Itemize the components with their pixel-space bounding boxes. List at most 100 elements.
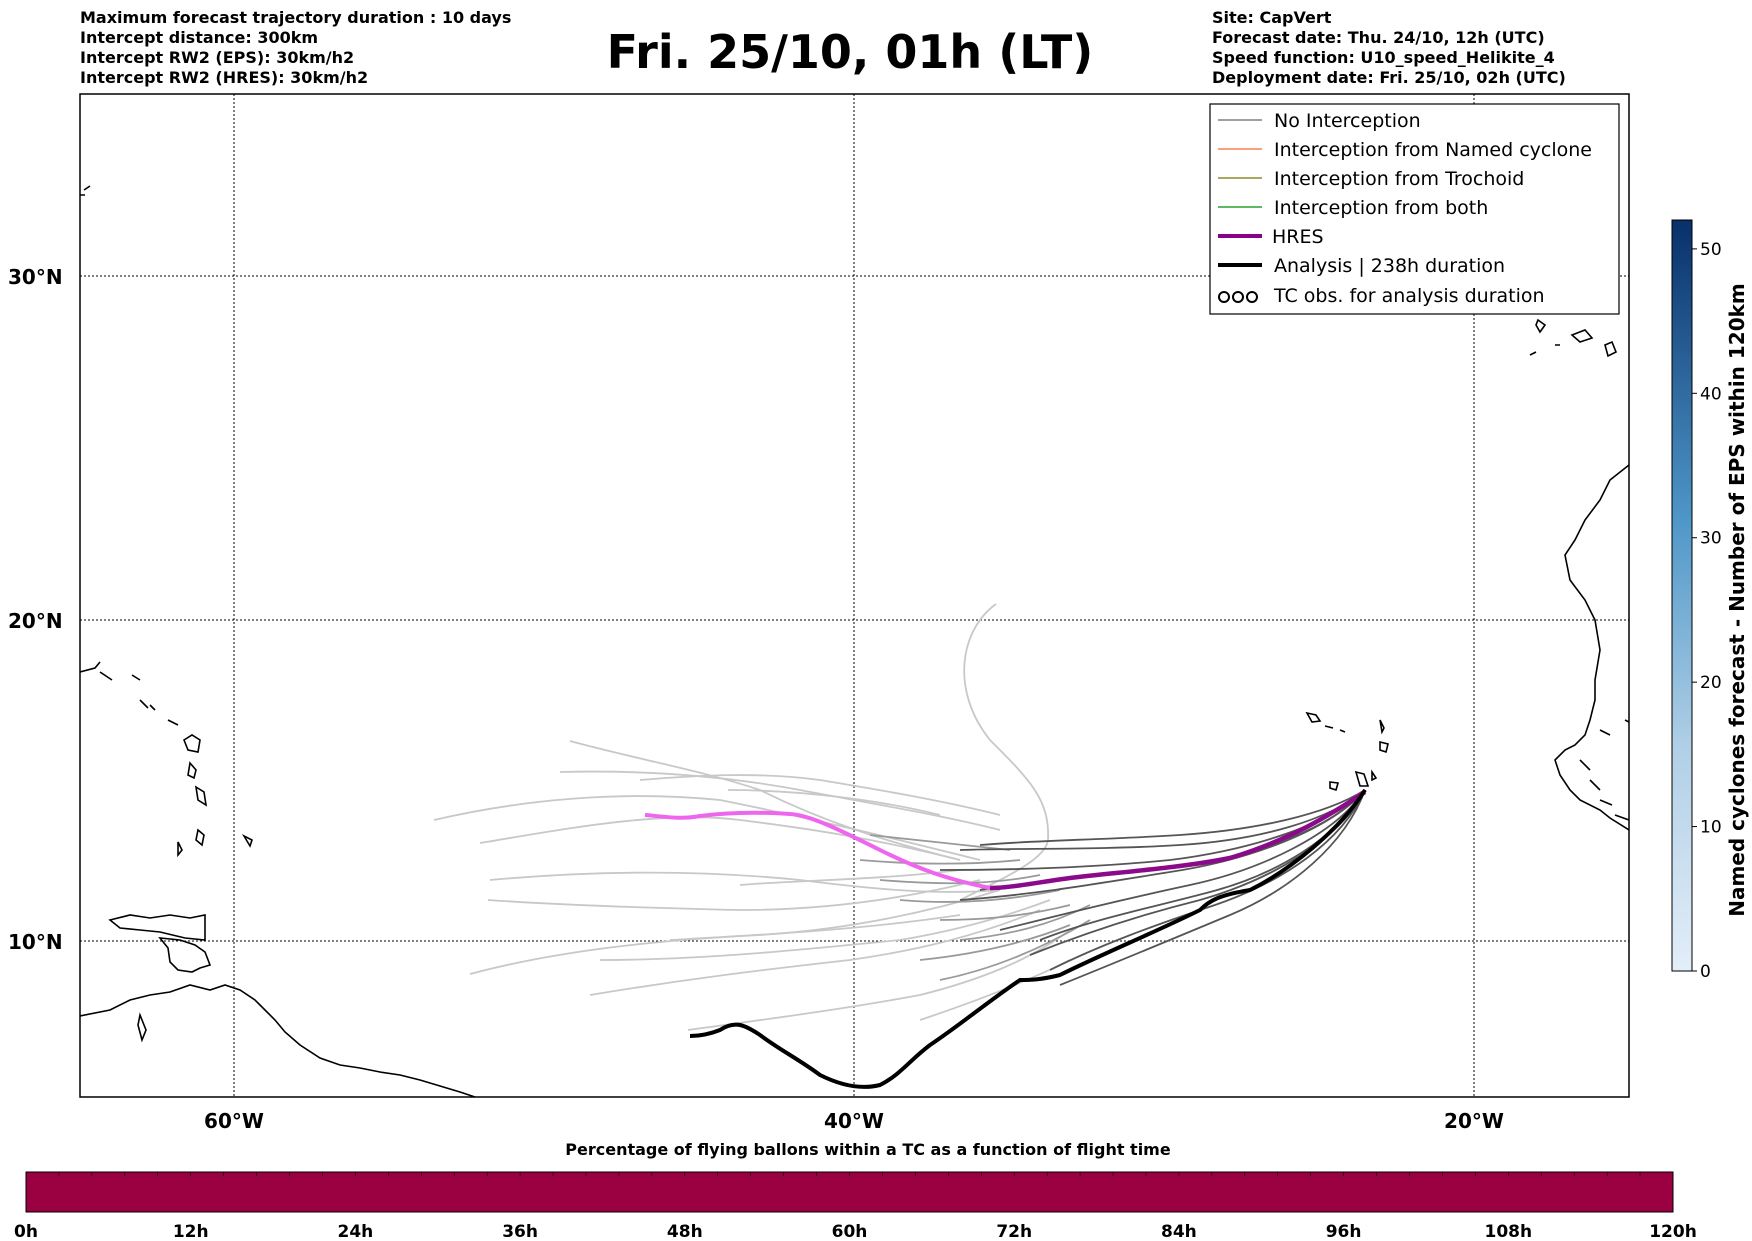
bottom-colorbar-tick-label: 48h xyxy=(667,1222,703,1241)
coastlines xyxy=(80,185,1629,1097)
cape-verde-sal xyxy=(1379,719,1385,735)
bottom-colorbar: Percentage of flying ballons within a TC… xyxy=(14,1140,1697,1241)
right-colorbar-gradient xyxy=(1671,219,1693,972)
intercept-distance-text: Intercept distance: 300km xyxy=(80,28,319,47)
right-colorbar-tick-label: 20 xyxy=(1700,673,1722,693)
bottom-colorbar-tick-label: 60h xyxy=(832,1222,868,1241)
max-duration-text: Maximum forecast trajectory duration : 1… xyxy=(80,8,512,27)
cape-verde-santo-antao xyxy=(1305,711,1322,723)
map-frame xyxy=(79,93,1630,1098)
hres-trajectory-dark xyxy=(989,790,1367,891)
eps-trajectory-dark xyxy=(979,789,1366,846)
right-colorbar-tick-label: 30 xyxy=(1700,529,1722,549)
cape-verde-maio xyxy=(1371,769,1378,782)
intercept-eps-text: Intercept RW2 (EPS): 30km/h2 xyxy=(80,48,355,67)
bottom-colorbar-tick-label: 24h xyxy=(338,1222,374,1241)
right-colorbar-tick-label: 40 xyxy=(1700,384,1722,404)
right-colorbar-ticks: 0 10 20 30 40 50 xyxy=(1692,240,1722,982)
eps-trajectory-light xyxy=(479,816,961,861)
canary-island-1 xyxy=(1535,318,1547,334)
right-colorbar-tick-label: 10 xyxy=(1700,818,1722,838)
bottom-colorbar-tick-label: 120h xyxy=(1649,1222,1697,1241)
canary-islets xyxy=(1529,344,1560,356)
eps-trajectory xyxy=(899,889,1061,903)
africa-coast-details xyxy=(1579,719,1629,821)
bottom-colorbar-tick-label: 96h xyxy=(1326,1222,1362,1241)
deployment-date-text: Deployment date: Fri. 25/10, 02h (UTC) xyxy=(1212,68,1566,87)
martinique-island xyxy=(194,785,208,807)
speed-function-text: Speed function: U10_speed_Helikite_4 xyxy=(1212,48,1555,67)
eps-trajectory xyxy=(939,904,1071,921)
south-america-coast xyxy=(80,984,476,1097)
eps-trajectory-dark xyxy=(1049,789,1366,971)
page-title: Fri. 25/10, 01h (LT) xyxy=(606,25,1094,79)
cape-verde-santiago xyxy=(1354,770,1370,787)
right-colorbar-tick-label: 50 xyxy=(1700,240,1722,260)
eps-trajectory xyxy=(919,924,1071,961)
legend-label-no-interception: No Interception xyxy=(1274,110,1421,132)
canary-island-2 xyxy=(1570,329,1594,343)
legend-label-trochoid: Interception from Trochoid xyxy=(1274,168,1524,190)
eps-trajectory-dark xyxy=(959,789,1366,851)
eps-trajectory xyxy=(859,859,1021,865)
bottom-colorbar-tick-label: 12h xyxy=(173,1222,209,1241)
barbados-island xyxy=(241,834,253,848)
lat-label-10n: 10°N xyxy=(8,930,63,954)
st-vincent-island xyxy=(177,841,183,858)
bottom-colorbar-tick-label: 108h xyxy=(1485,1222,1533,1241)
bottom-colorbar-bar xyxy=(25,1171,1674,1213)
eps-trajectory-light xyxy=(589,909,1041,996)
hres-trajectory-light xyxy=(644,810,991,890)
legend: No Interception Interception from Named … xyxy=(1209,103,1620,315)
legend-label-named-cyclone: Interception from Named cyclone xyxy=(1274,139,1592,161)
cape-verde-sao-nicolau xyxy=(1324,725,1346,733)
lon-label-60w: 60°W xyxy=(204,1109,264,1133)
africa-coast xyxy=(1554,464,1629,831)
eps-trajectory-light xyxy=(489,871,1001,893)
dominica-island xyxy=(187,761,197,780)
legend-label-tc-obs: TC obs. for analysis duration xyxy=(1273,285,1545,307)
eps-trajectory-dark xyxy=(1059,789,1366,986)
latitude-labels: 30°N 20°N 10°N xyxy=(8,265,63,954)
bottom-colorbar-title: Percentage of flying ballons within a TC… xyxy=(565,1140,1171,1159)
coast-islet xyxy=(137,1012,147,1043)
eps-trajectory-dark xyxy=(999,789,1366,931)
guadeloupe-island xyxy=(183,734,201,753)
legend-box xyxy=(1209,103,1620,315)
eps-trajectory xyxy=(939,919,1091,981)
longitude-labels: 60°W 40°W 20°W xyxy=(204,1109,1504,1133)
lat-label-20n: 20°N xyxy=(8,609,63,633)
cape-verde-boavista xyxy=(1379,740,1389,754)
bottom-colorbar-tick-label: 84h xyxy=(1161,1222,1197,1241)
eps-trajectory-light xyxy=(687,929,1071,1031)
right-colorbar: 0 10 20 30 40 50 Named cyclones forecast - Nu… xyxy=(1671,219,1749,982)
tc-obs-symbol-icon xyxy=(1218,291,1258,303)
eps-trajectory-light xyxy=(487,879,981,911)
trinidad-venezuela-coast xyxy=(158,937,212,973)
eps-trajectory-light xyxy=(433,795,981,861)
eps-trajectory-light xyxy=(727,789,941,816)
right-colorbar-tick-label: 0 xyxy=(1700,962,1711,982)
legend-label-both: Interception from both xyxy=(1274,197,1488,219)
forecast-date-text: Forecast date: Thu. 24/10, 12h (UTC) xyxy=(1212,28,1545,47)
bermuda-island xyxy=(80,185,91,196)
lon-label-20w: 20°W xyxy=(1444,1109,1504,1133)
antilles-north xyxy=(80,661,179,726)
eps-trajectory xyxy=(869,834,1011,851)
bottom-colorbar-tick-label: 0h xyxy=(14,1222,38,1241)
lon-label-40w: 40°W xyxy=(824,1109,884,1133)
bottom-colorbar-ticks: 0h 12h 24h 36h 48h 60h 72h 84h 96h 108h 120h xyxy=(14,1172,1697,1241)
eps-trajectory-light xyxy=(559,770,1001,831)
cape-verde-fogo xyxy=(1329,781,1340,792)
legend-label-analysis: Analysis | 238h duration xyxy=(1274,255,1505,277)
canary-island-3 xyxy=(1604,340,1618,358)
lat-label-30n: 30°N xyxy=(8,265,63,289)
right-colorbar-label: Named cyclones forecast - Number of EPS … xyxy=(1725,283,1749,917)
eps-trajectory-light xyxy=(669,914,961,941)
bottom-colorbar-tick-label: 72h xyxy=(996,1222,1032,1241)
header-right-info: Site: CapVert Forecast date: Thu. 24/10,… xyxy=(1212,8,1566,88)
eps-trajectory-light xyxy=(639,774,1001,816)
st-lucia-island xyxy=(195,828,205,847)
analysis-trajectory xyxy=(689,788,1367,1089)
